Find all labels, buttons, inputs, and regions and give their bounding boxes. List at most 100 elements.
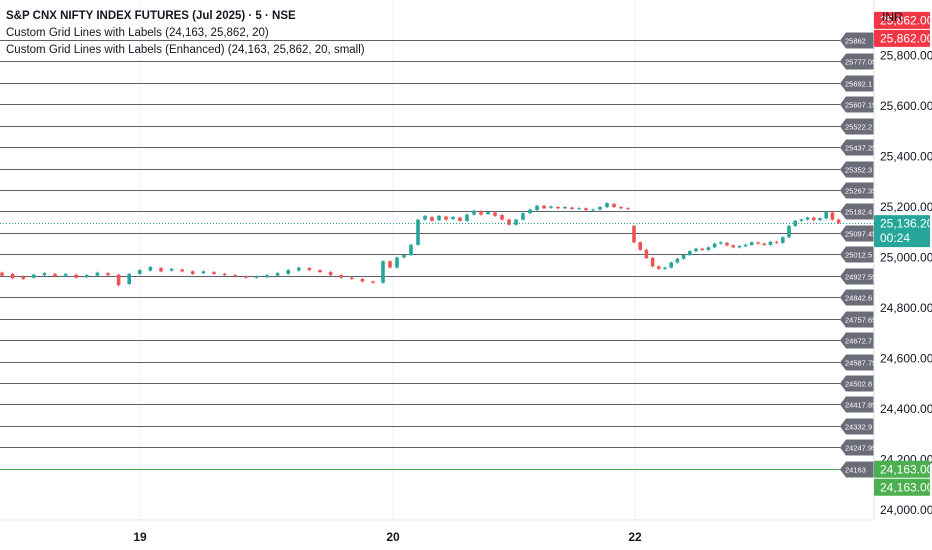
grid-label-text: 24842.6 (845, 294, 872, 303)
candle-body (756, 242, 760, 244)
candle-body (719, 242, 723, 244)
grid-line-labels: 25862 25777.05 25692.1 25607.15 25522.2 25437… (840, 32, 876, 478)
grid-label-text: 24417.85 (845, 401, 876, 410)
badge-price-text: 25,862.00 (880, 13, 932, 27)
candle-body (74, 274, 78, 278)
price-axis[interactable]: 25,800.00 25,600.00 25,400.00 25,200.00 25,0… (880, 49, 932, 517)
candle-body (458, 217, 462, 221)
last-price-badge (874, 215, 930, 248)
grid-label-text: 24332.9 (845, 423, 872, 432)
candle-body (632, 225, 636, 243)
high-price-badge (874, 29, 930, 47)
time-tick-label: 20 (386, 530, 400, 544)
candle-body (563, 206, 567, 209)
grid-label-text: 25182.4 (845, 208, 872, 217)
candle-body (159, 268, 163, 272)
grid-label-text: 24757.65 (845, 316, 876, 325)
candle-body (307, 268, 312, 271)
time-tick-label: 22 (628, 530, 642, 544)
candle-body (500, 215, 504, 220)
candle-body (799, 219, 804, 221)
grid-label-tag (840, 75, 874, 92)
symbol-title[interactable]: S&P CNX NIFTY INDEX FUTURES (Jul 2025) ·… (6, 10, 296, 22)
candle-body (706, 247, 711, 250)
candle-body (768, 241, 773, 245)
candle-body (85, 275, 89, 278)
grid-label-text: 25692.1 (845, 80, 872, 89)
grid-label-text: 25267.35 (845, 187, 876, 196)
grid-label-tag (840, 461, 874, 478)
currency-label[interactable]: INR (882, 10, 903, 24)
candle-body (388, 261, 392, 268)
candle-body (644, 249, 649, 258)
candle-body (95, 272, 100, 276)
grid-label-tag (840, 203, 874, 220)
candle-body (619, 206, 623, 209)
price-tick-label: 25,600.00 (880, 99, 932, 113)
candle-body (669, 262, 673, 268)
candle-body (395, 257, 399, 268)
grid-label-text: 25777.05 (845, 58, 876, 67)
vertical-gridlines (139, 0, 636, 520)
candle-body (191, 271, 195, 274)
candle-body (657, 266, 661, 269)
time-axis[interactable]: 19 20 22 (133, 530, 642, 544)
candle-body (556, 206, 560, 209)
candle-body (694, 248, 698, 252)
grid-label-text: 24247.95 (845, 444, 876, 453)
custom-grid-lines (0, 40, 840, 470)
grid-label-tag (840, 311, 874, 328)
grid-label-tag (840, 53, 874, 70)
candle-body (328, 272, 333, 276)
candle-body (472, 210, 476, 215)
candle-body (465, 214, 469, 221)
grid-label-text: 24927.55 (845, 273, 876, 282)
candle-body (444, 216, 448, 220)
candle-body (830, 212, 835, 220)
grid-label-text: 25097.45 (845, 230, 876, 239)
price-tick-label: 25,800.00 (880, 49, 932, 63)
candle-body (127, 273, 131, 284)
candle-body (430, 217, 434, 221)
grid-label-text: 25352.3 (845, 166, 872, 175)
candle-body (265, 275, 269, 278)
candle-body (381, 261, 385, 283)
candle-body (712, 243, 717, 248)
grid-label-text: 25607.15 (845, 101, 876, 110)
candle-body (743, 244, 748, 247)
grid-label-tag (840, 289, 874, 306)
candle-body (180, 269, 184, 272)
indicator-label-1[interactable]: Custom Grid Lines with Labels (24,163, 2… (6, 27, 269, 39)
grid-label-tag (840, 225, 874, 242)
candle-body (781, 237, 785, 243)
candle-body (10, 273, 15, 279)
grid-label-text: 24502.8 (845, 380, 872, 389)
grid-label-tag (840, 439, 874, 456)
candle-body (542, 205, 546, 209)
candle-body (787, 225, 791, 238)
grid-label-tag (840, 139, 874, 156)
candle-body (818, 218, 822, 221)
candle-body (148, 267, 153, 271)
candle-body (222, 273, 227, 276)
candle-body (507, 219, 511, 225)
grid-label-text: 25522.2 (845, 123, 872, 132)
grid-label-tag (840, 354, 874, 371)
chart-legend: S&P CNX NIFTY INDEX FUTURES (Jul 2025) ·… (6, 8, 365, 59)
candle-body (493, 212, 497, 216)
candle-body (638, 242, 642, 250)
candle-body (663, 267, 667, 269)
candle-body (138, 270, 142, 274)
grid-label-text: 25012.5 (845, 251, 872, 260)
candle-body (371, 281, 375, 283)
candle-body (805, 217, 810, 220)
candle-body (21, 276, 25, 279)
indicator-label-2[interactable]: Custom Grid Lines with Labels (Enhanced)… (6, 44, 365, 56)
time-tick-label: 19 (133, 530, 147, 544)
price-tick-label: 25,200.00 (880, 200, 932, 214)
candle-body (650, 257, 655, 267)
price-tick-label: 24,600.00 (880, 351, 932, 365)
candle-body (360, 278, 365, 282)
